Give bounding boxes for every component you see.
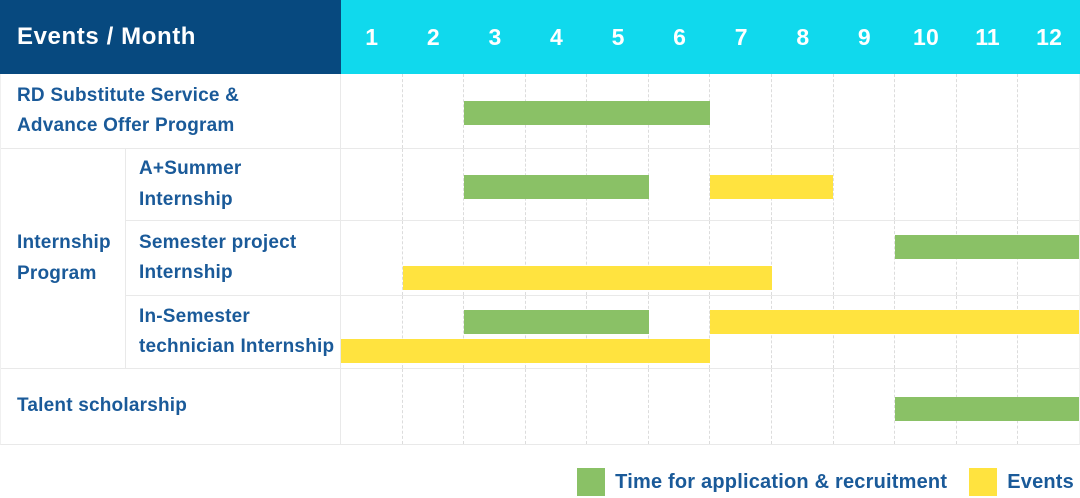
grid-column	[771, 221, 833, 295]
internship-program-group: Internship Program A+Summer Internship S…	[1, 148, 1079, 368]
month-cell-11: 11	[975, 23, 1000, 50]
grid-column	[709, 74, 771, 148]
row-label-rd-substitute: RD Substitute Service & Advance Offer Pr…	[1, 74, 341, 148]
gantt-table-body: RD Substitute Service & Advance Offer Pr…	[0, 74, 1080, 445]
gantt-bar-application-recruitment	[464, 310, 649, 334]
grid-column	[401, 369, 464, 444]
legend-item-application-recruitment: Time for application & recruitment	[577, 468, 947, 496]
grid-column	[463, 74, 525, 148]
gantt-bar-application-recruitment	[464, 101, 710, 125]
gantt-bar-application-recruitment	[464, 174, 649, 199]
grid-column	[341, 369, 402, 444]
gantt-bar-application-recruitment	[894, 396, 1079, 421]
grid-column	[894, 74, 956, 148]
grid-column	[709, 149, 771, 220]
grid-column	[586, 369, 648, 444]
gantt-track-talent-scholarship	[341, 369, 1079, 444]
legend: Time for application & recruitment Event…	[0, 445, 1080, 498]
grid-column	[771, 74, 833, 148]
grid-column	[709, 296, 771, 368]
legend-swatch-application-recruitment	[577, 468, 606, 496]
gantt-bar-application-recruitment	[894, 235, 1079, 259]
month-cell-1: 1	[365, 23, 379, 50]
grid-column	[1017, 149, 1079, 220]
gantt-track-semester-project-internship	[341, 221, 1079, 295]
grid-column	[401, 296, 464, 368]
legend-item-events: Events	[969, 468, 1074, 496]
gantt-track-rd-substitute	[341, 74, 1079, 148]
table-header-row: Events / Month 1 2 3 4 5 6 7 8 9 10 11 12	[0, 0, 1080, 74]
table-row-in-semester-technician-internship: In-Semester technician Internship	[126, 295, 1079, 368]
grid-column	[341, 74, 402, 148]
month-cell-12: 12	[1036, 23, 1063, 50]
grid-column	[832, 74, 895, 148]
grid-column	[341, 149, 402, 220]
gantt-bar-event	[341, 339, 710, 363]
gantt-track-a-summer-internship	[341, 149, 1079, 220]
gantt-bar-event	[710, 310, 1079, 334]
gantt-bar-event	[402, 266, 772, 290]
grid-column	[647, 149, 710, 220]
month-cell-4: 4	[550, 23, 564, 50]
gantt-track-in-semester-technician-internship	[341, 296, 1079, 368]
grid-column	[524, 221, 587, 295]
grid-column	[401, 74, 464, 148]
grid-column	[709, 369, 771, 444]
month-cell-6: 6	[673, 23, 687, 50]
gantt-bar-event	[710, 174, 833, 199]
grid-column	[401, 149, 464, 220]
events-month-header-cell: Events / Month	[0, 0, 341, 74]
grid-column	[709, 221, 771, 295]
grid-column	[524, 369, 587, 444]
grid-column	[586, 221, 648, 295]
grid-column	[463, 221, 525, 295]
grid-column	[463, 149, 525, 220]
grid-column	[463, 369, 525, 444]
month-cell-9: 9	[857, 23, 871, 50]
row-label-in-semester-technician-internship: In-Semester technician Internship	[126, 296, 341, 368]
table-row-semester-project-internship: Semester project Internship	[126, 220, 1079, 295]
month-cell-10: 10	[913, 23, 939, 50]
grid-column	[341, 221, 402, 295]
grid-column	[832, 149, 895, 220]
internship-program-rows: A+Summer Internship Semester project Int…	[126, 149, 1079, 368]
grid-column	[771, 369, 833, 444]
grid-column	[647, 221, 710, 295]
grid-column	[955, 74, 1018, 148]
month-header-row: 1 2 3 4 5 6 7 8 9 10 11 12	[341, 0, 1080, 74]
month-cell-3: 3	[488, 23, 502, 50]
row-label-semester-project-internship: Semester project Internship	[126, 221, 341, 295]
table-row-rd-substitute: RD Substitute Service & Advance Offer Pr…	[1, 74, 1079, 148]
table-row-a-summer-internship: A+Summer Internship	[126, 149, 1079, 220]
grid-column	[832, 369, 895, 444]
grid-column	[832, 221, 895, 295]
row-label-a-summer-internship: A+Summer Internship	[126, 149, 341, 220]
grid-column	[647, 369, 710, 444]
legend-swatch-events	[969, 468, 998, 496]
group-label-internship-program: Internship Program	[1, 149, 126, 368]
legend-label-events: Events	[1007, 470, 1074, 493]
month-cell-8: 8	[796, 23, 810, 50]
grid-column	[463, 296, 525, 368]
month-cell-7: 7	[734, 23, 748, 50]
legend-label-application-recruitment: Time for application & recruitment	[615, 470, 948, 493]
grid-column	[894, 149, 956, 220]
grid-column	[1017, 74, 1079, 148]
month-cell-2: 2	[426, 23, 440, 50]
month-cell-5: 5	[611, 23, 625, 50]
table-row-talent-scholarship: Talent scholarship	[1, 368, 1079, 444]
grid-column	[401, 221, 464, 295]
grid-column	[955, 149, 1018, 220]
row-label-talent-scholarship: Talent scholarship	[1, 369, 341, 444]
